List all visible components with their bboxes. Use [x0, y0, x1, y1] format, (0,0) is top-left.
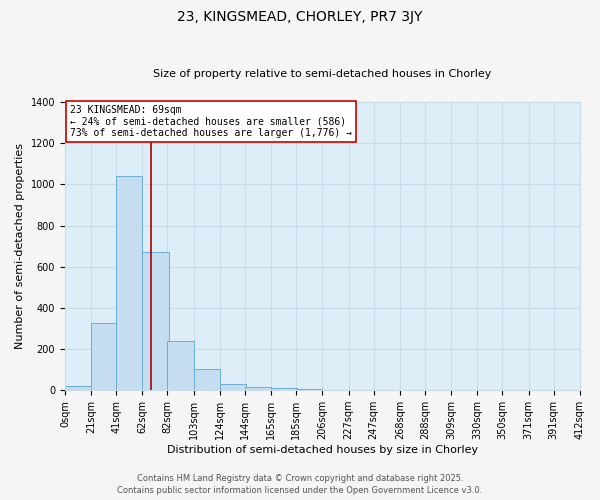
Title: Size of property relative to semi-detached houses in Chorley: Size of property relative to semi-detach… [153, 69, 491, 79]
Text: Contains HM Land Registry data © Crown copyright and database right 2025.
Contai: Contains HM Land Registry data © Crown c… [118, 474, 482, 495]
Bar [271, 388, 298, 390]
Y-axis label: Number of semi-detached properties: Number of semi-detached properties [15, 143, 25, 349]
Bar [167, 341, 194, 390]
Bar [65, 386, 91, 390]
Bar [245, 387, 271, 390]
Text: 23 KINGSMEAD: 69sqm
← 24% of semi-detached houses are smaller (586)
73% of semi-: 23 KINGSMEAD: 69sqm ← 24% of semi-detach… [70, 105, 352, 138]
Text: 23, KINGSMEAD, CHORLEY, PR7 3JY: 23, KINGSMEAD, CHORLEY, PR7 3JY [178, 10, 422, 24]
Bar [220, 384, 246, 390]
Bar [142, 252, 169, 390]
X-axis label: Distribution of semi-detached houses by size in Chorley: Distribution of semi-detached houses by … [167, 445, 478, 455]
Bar [91, 324, 118, 390]
Bar [116, 176, 142, 390]
Bar [296, 389, 322, 390]
Bar [194, 368, 220, 390]
